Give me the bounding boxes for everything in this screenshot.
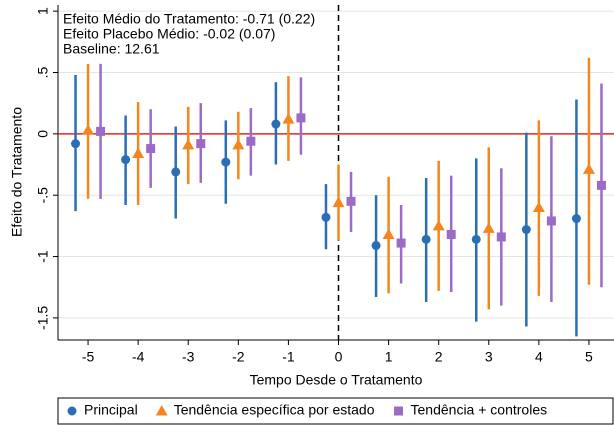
x-tick-label: -5: [82, 349, 95, 365]
point: [121, 155, 131, 165]
point: [171, 167, 181, 177]
x-tick-label: -3: [182, 349, 195, 365]
point: [421, 234, 431, 244]
point: [71, 139, 81, 149]
point: [332, 196, 345, 208]
annotation: Efeito Placebo Médio: -0.02 (0.07): [63, 26, 275, 42]
point: [82, 124, 95, 135]
point: [271, 119, 281, 129]
annotation: Baseline: 12.61: [63, 41, 160, 57]
x-tick-label: 5: [585, 349, 593, 365]
x-tick-label: 4: [535, 349, 543, 365]
x-tick-label: 1: [385, 349, 393, 365]
y-tick-label: 1: [35, 7, 51, 15]
y-tick-label: -1: [35, 250, 51, 263]
x-tick-label: 2: [435, 349, 443, 365]
x-tick-label: 3: [485, 349, 493, 365]
point: [571, 214, 581, 224]
x-axis-title: Tempo Desde o Tratamento: [250, 372, 423, 388]
x-tick-label: -2: [232, 349, 245, 365]
y-tick-label: .5: [35, 66, 51, 78]
x-tick-label: -1: [282, 349, 295, 365]
legend-marker: [394, 406, 404, 416]
legend-marker: [67, 406, 77, 416]
legend-label: Tendência específica por estado: [174, 402, 375, 418]
legend-box: [57, 397, 614, 425]
point: [146, 144, 156, 154]
y-axis-title: Efeito do Tratamento: [9, 107, 25, 237]
point: [346, 196, 356, 206]
legend-label: Principal: [84, 402, 138, 418]
x-tick-label: -4: [132, 349, 145, 365]
point: [321, 212, 331, 222]
point: [132, 147, 145, 158]
y-tick-label: -.5: [35, 187, 51, 204]
point: [532, 201, 545, 212]
point: [96, 126, 106, 136]
point: [546, 216, 556, 226]
x-tick-label: 0: [335, 349, 343, 365]
point: [196, 139, 206, 149]
point: [432, 219, 445, 231]
point: [182, 138, 195, 150]
point: [296, 113, 306, 123]
point: [582, 163, 595, 174]
point: [371, 241, 381, 251]
point: [521, 225, 531, 235]
annotation: Efeito Médio do Tratamento: -0.71 (0.22): [63, 11, 315, 27]
y-tick-label: -1.5: [35, 306, 51, 330]
point: [446, 229, 456, 239]
point: [496, 232, 506, 242]
point: [246, 136, 256, 146]
point: [282, 113, 295, 124]
point: [396, 238, 406, 248]
point: [471, 234, 481, 244]
legend-marker: [155, 405, 168, 416]
point: [482, 222, 495, 233]
y-tick-label: 0: [35, 130, 51, 138]
point: [596, 180, 606, 190]
point: [232, 138, 245, 150]
point: [382, 228, 395, 239]
point: [221, 157, 231, 167]
legend-label: Tendência + controles: [411, 402, 548, 418]
